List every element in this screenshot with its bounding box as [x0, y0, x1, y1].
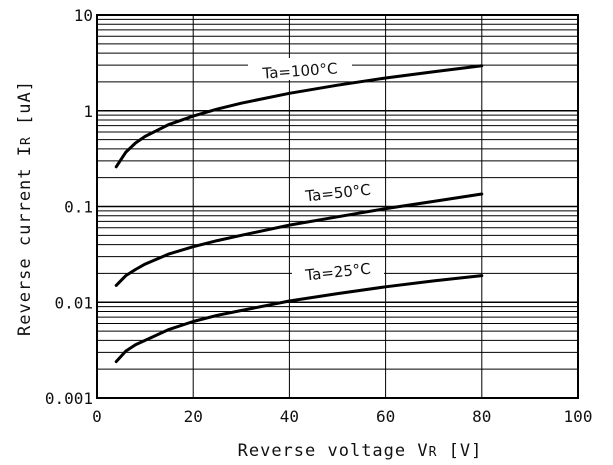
x-tick-label: 0 [92, 407, 102, 426]
y-tick-label: 10 [74, 6, 93, 25]
series-line-2 [114, 274, 484, 364]
y-axis-title-sub: R [19, 136, 34, 145]
series-line-1 [114, 192, 484, 287]
x-tick-label: 60 [376, 407, 395, 426]
y-axis-title-unit: [uA] [15, 80, 35, 136]
tick-labels: 0 20 40 60 80 100 0.001 0.01 0.1 1 10 [45, 6, 593, 426]
curve-label-100c: Ta=100°C [248, 58, 352, 83]
x-tick-label: 40 [280, 407, 299, 426]
x-axis-title-main: Reverse voltage V [238, 441, 429, 461]
x-tick-label: 80 [472, 407, 491, 426]
x-axis-title-unit: [V] [437, 441, 482, 461]
x-tick-label: 100 [564, 407, 593, 426]
grid-lines [96, 15, 579, 399]
x-tick-label: 20 [184, 407, 203, 426]
curve-label-100c-text: Ta=100°C [261, 59, 338, 82]
y-tick-label: 0.001 [45, 389, 93, 408]
x-axis-title: Reverse voltage VR [V] [238, 441, 483, 461]
plot-frame [96, 14, 579, 399]
curve-label-25c: Ta=25°C [292, 259, 384, 284]
y-tick-label: 0.1 [64, 198, 93, 217]
y-axis-title: Reverse current IR [uA] [15, 80, 35, 336]
y-tick-label: 0.01 [54, 293, 93, 312]
series-curves [114, 64, 484, 364]
curve-label-50c: Ta=50°C [292, 180, 384, 205]
y-axis-title-main: Reverse current I [15, 145, 35, 336]
series-line-0 [114, 64, 484, 169]
x-axis-title-sub: R [429, 445, 438, 460]
y-tick-label: 1 [83, 102, 93, 121]
